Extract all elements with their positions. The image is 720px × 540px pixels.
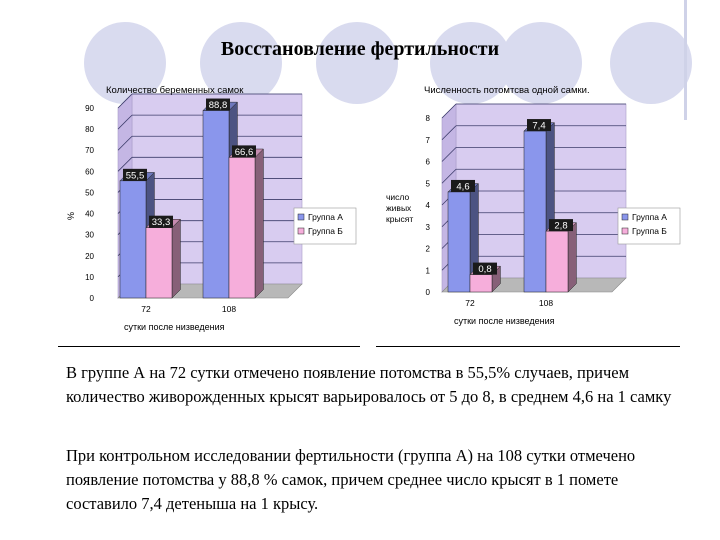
- x-axis-label: сутки после низведения: [454, 316, 555, 326]
- data-label-box: [549, 219, 573, 232]
- bar: [202, 110, 230, 299]
- bar-side: [254, 148, 264, 299]
- y-tick-label: 50: [85, 188, 94, 197]
- y-tick-label: 30: [85, 231, 94, 240]
- y-tick-label: 4: [426, 201, 431, 210]
- paragraph-1: В группе А на 72 сутки отмечено появлени…: [66, 363, 672, 406]
- data-label: 66,6: [235, 147, 254, 158]
- bar: [469, 274, 493, 293]
- decorative-line: [684, 0, 687, 120]
- y-tick-label: 8: [426, 114, 431, 123]
- gridline: [441, 103, 457, 119]
- y-axis-label: %: [66, 212, 76, 220]
- bar: [447, 191, 471, 293]
- legend-swatch: [621, 213, 629, 221]
- legend-box: [293, 207, 357, 245]
- y-axis-label: число живых крысят: [386, 192, 413, 224]
- page-title: Восстановление фертильности: [220, 38, 500, 60]
- x-tick-label: 108: [539, 298, 553, 308]
- y-tick-label: 0: [426, 288, 431, 297]
- data-label: 33,3: [152, 217, 171, 228]
- legend-label: Группа Б: [308, 226, 343, 236]
- y-tick-label: 6: [426, 158, 431, 167]
- legend-swatch: [297, 213, 305, 221]
- bar: [119, 180, 147, 299]
- y-tick-label: 5: [426, 179, 431, 188]
- y-tick-label: 7: [426, 136, 431, 145]
- gridline: [441, 147, 457, 162]
- chart-offspring-per-female: 0 1 2 3 4 5 6 7 8 4,6 7,4 0,8 2,8 72 108 Численность по…: [386, 85, 681, 326]
- legend-label: Группа Б: [632, 226, 667, 236]
- y-tick-label: 1: [426, 266, 431, 275]
- x-tick-label: 72: [465, 298, 475, 308]
- y-tick-label: 2: [426, 245, 431, 254]
- x-axis-label: сутки после низведения: [124, 322, 225, 332]
- decorative-circle: [316, 22, 398, 104]
- decorative-circle: [500, 22, 582, 104]
- y-tick-label: 70: [85, 146, 94, 155]
- legend-swatch: [621, 227, 629, 235]
- decorative-circle: [84, 22, 166, 104]
- gridline: [441, 168, 457, 184]
- y-tick-label: 0: [90, 294, 95, 303]
- gridline: [117, 135, 133, 151]
- legend-label: Группа А: [308, 212, 343, 222]
- decorative-circle: [200, 22, 282, 104]
- chart-title: Численность потомтсва одной самки.: [424, 85, 590, 96]
- bar-side: [171, 218, 181, 299]
- data-label: 7,4: [532, 121, 545, 132]
- data-label-box: [232, 145, 256, 158]
- gridline: [117, 157, 133, 172]
- y-tick-label: 90: [85, 104, 94, 113]
- y-tick-label: 80: [85, 125, 94, 134]
- y-tick-label: 10: [85, 273, 94, 282]
- decorative-circle: [610, 22, 692, 104]
- paragraph-2: При контрольном исследовании фертильност…: [66, 446, 636, 513]
- y-tick-label: 20: [85, 252, 94, 261]
- gridline: [117, 93, 133, 109]
- gridline: [441, 125, 457, 141]
- data-label: 55,5: [126, 170, 145, 181]
- gridline: [117, 114, 133, 130]
- data-label-box: [123, 168, 147, 181]
- divider-left: [58, 346, 360, 347]
- data-label-box: [149, 215, 173, 228]
- chart-pregnant-females: 0 10 20 30 40 50 60 70 80 90 55,5 88,8 33,3 66,6 72 108…: [66, 85, 357, 332]
- x-tick-label: 108: [222, 304, 236, 314]
- legend-label: Группа А: [632, 212, 667, 222]
- chart-title: Количество беременных самок: [106, 85, 244, 96]
- data-label: 4,6: [456, 181, 469, 192]
- data-label-box: [473, 262, 497, 275]
- y-tick-label: 40: [85, 210, 94, 219]
- y-tick-label: 60: [85, 167, 94, 176]
- bar: [545, 230, 569, 293]
- decorative-circle: [430, 22, 512, 104]
- data-label-box: [206, 98, 230, 111]
- data-label-box: [527, 119, 551, 132]
- divider-right: [376, 346, 680, 347]
- data-label: 0,8: [478, 264, 491, 275]
- y-tick-label: 3: [426, 223, 431, 232]
- data-label-box: [451, 179, 475, 192]
- data-label: 88,8: [209, 100, 228, 111]
- bar: [228, 157, 256, 299]
- data-label: 2,8: [554, 221, 567, 232]
- legend-swatch: [297, 227, 305, 235]
- legend-box: [617, 207, 681, 245]
- bar: [145, 227, 173, 299]
- bar-side: [567, 222, 577, 293]
- x-tick-label: 72: [141, 304, 151, 314]
- bar: [523, 130, 547, 293]
